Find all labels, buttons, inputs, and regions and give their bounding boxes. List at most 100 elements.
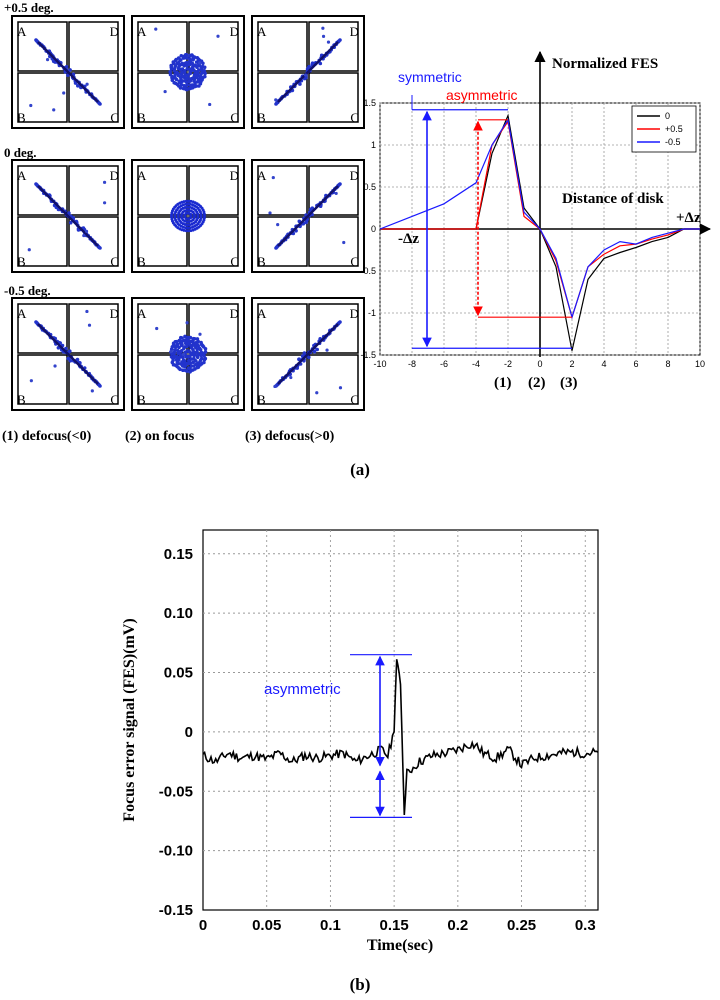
quadrant-label-3: C	[110, 392, 119, 407]
quadrant-label-2: B	[257, 110, 266, 125]
x-tick-label-a: 4	[601, 359, 606, 369]
quadrant-label-3: C	[230, 392, 239, 407]
neg-dz-label: -Δz	[398, 231, 419, 247]
x-tick-label-a: -6	[440, 359, 448, 369]
y-tick-label-b: 0.05	[164, 665, 193, 682]
x-tick-label-b: 0.05	[252, 917, 281, 934]
x-tick-label-a: 0	[537, 359, 542, 369]
x-tick-label-b: 0.15	[380, 917, 409, 934]
quadrant-label-3: C	[230, 254, 239, 269]
y-tick-label-b: -0.10	[159, 843, 193, 860]
x-tick-label-b: 0.2	[447, 917, 468, 934]
quadrant-label-0: A	[257, 24, 267, 39]
detector-frame	[131, 15, 245, 129]
quadrant-b	[17, 72, 68, 123]
quadrant-a	[137, 165, 188, 216]
detector-2-0: A D B C	[11, 297, 125, 411]
quadrant-b	[17, 354, 68, 405]
x-tick-label-b: 0	[199, 917, 207, 934]
y-tick-label-b: 0.15	[164, 546, 193, 563]
quadrant-label-0: A	[17, 24, 27, 39]
annot-asymmetric-b: asymmetric	[264, 681, 341, 698]
y-tick-label-a: 1	[371, 140, 376, 150]
detector-2-2: A D B C	[251, 297, 365, 411]
y-tick-label-a: -0.5	[360, 266, 376, 276]
x-tick-label-a: 10	[695, 359, 705, 369]
caption-defocus-pos: (3) defocus(>0)	[245, 429, 335, 444]
row-label-plus: +0.5 deg.	[4, 0, 54, 15]
y-tick-label-b: -0.15	[159, 902, 193, 919]
x-axis-title-a: Distance of disk	[562, 191, 664, 207]
x-tick-label-a: -4	[472, 359, 480, 369]
fes-time-chart: 0 0.05 0.1 0.15 0.2 0.25 0.3 -0.15 -0.10 -0.05 0 0.…	[121, 529, 599, 954]
quadrant-a	[137, 21, 188, 72]
quadrant-label-2: B	[17, 110, 26, 125]
quadrant-label-3: C	[110, 254, 119, 269]
quadrant-c	[188, 216, 239, 267]
detector-0-0: A D B C	[11, 15, 125, 129]
quadrant-d	[308, 165, 359, 216]
quadrant-label-0: A	[257, 168, 267, 183]
quadrant-c	[68, 354, 119, 405]
spot-diag-down	[27, 180, 107, 252]
quadrant-a	[257, 21, 308, 72]
x-axis-title-b: Time(sec)	[367, 937, 433, 954]
series-line--0.5	[379, 118, 700, 320]
quadrant-d	[188, 303, 239, 354]
spot-blob	[154, 27, 220, 107]
detector-frame	[131, 297, 245, 411]
legend-label: 0	[665, 111, 670, 121]
normalized-fes-chart: -10 -8 -6 -4 -2 0 2 4 6 8 10 -1.5 -1 -0.5 0 0.5 1 1.5 0 +0.…	[360, 50, 712, 369]
detector-2-1: A D B C	[131, 297, 245, 411]
caption-defocus-neg: (1) defocus(<0)	[2, 429, 92, 444]
quadrant-c	[308, 216, 359, 267]
quadrant-label-3: C	[350, 254, 359, 269]
quadrant-label-3: C	[110, 110, 119, 125]
quadrant-d	[308, 21, 359, 72]
quadrant-d	[68, 303, 119, 354]
y-tick-label-a: 0.5	[363, 182, 376, 192]
quadrant-d	[68, 21, 119, 72]
quadrant-label-1: D	[230, 168, 239, 183]
row-label-zero: 0 deg.	[4, 145, 37, 160]
quadrant-a	[17, 165, 68, 216]
quadrant-label-1: D	[350, 168, 359, 183]
x-tick-label-b: 0.25	[507, 917, 536, 934]
quadrant-label-2: B	[17, 254, 26, 269]
spot-diag-down	[29, 309, 102, 393]
y-tick-label-a: -1.5	[360, 350, 376, 360]
x-tick-label-a: 8	[665, 359, 670, 369]
quadrant-b	[257, 216, 308, 267]
y-tick-label-b: 0	[185, 724, 193, 741]
quadrant-label-3: C	[350, 110, 359, 125]
quadrant-c	[308, 354, 359, 405]
detector-1-2: A D B C	[251, 159, 365, 273]
panel-label-a: (a)	[350, 460, 370, 479]
quadrant-a	[257, 165, 308, 216]
quadrant-label-2: B	[17, 392, 26, 407]
x-tick-label-a: -8	[408, 359, 416, 369]
spot-rings	[170, 199, 206, 233]
quadrant-c	[308, 72, 359, 123]
quadrant-d	[188, 21, 239, 72]
quadrant-label-0: A	[257, 306, 267, 321]
quadrant-a	[257, 303, 308, 354]
quadrant-label-1: D	[230, 306, 239, 321]
row-label-minus: -0.5 deg.	[4, 283, 51, 298]
quadrant-c	[68, 72, 119, 123]
quadrant-label-2: B	[257, 254, 266, 269]
quadrant-label-3: C	[350, 392, 359, 407]
detector-1-0: A D B C	[11, 159, 125, 273]
quadrant-label-1: D	[110, 306, 119, 321]
y-tick-label-a: 0	[371, 224, 376, 234]
quadrant-label-0: A	[17, 306, 27, 321]
quadrant-a	[137, 303, 188, 354]
pos-label-3: (3)	[560, 375, 578, 391]
pos-label-2: (2)	[528, 375, 546, 391]
fes-signal-line	[202, 659, 599, 816]
y-tick-label-a: -1	[368, 308, 376, 318]
quadrant-d	[308, 303, 359, 354]
quadrant-a	[17, 21, 68, 72]
spot-diag-up	[274, 26, 342, 106]
